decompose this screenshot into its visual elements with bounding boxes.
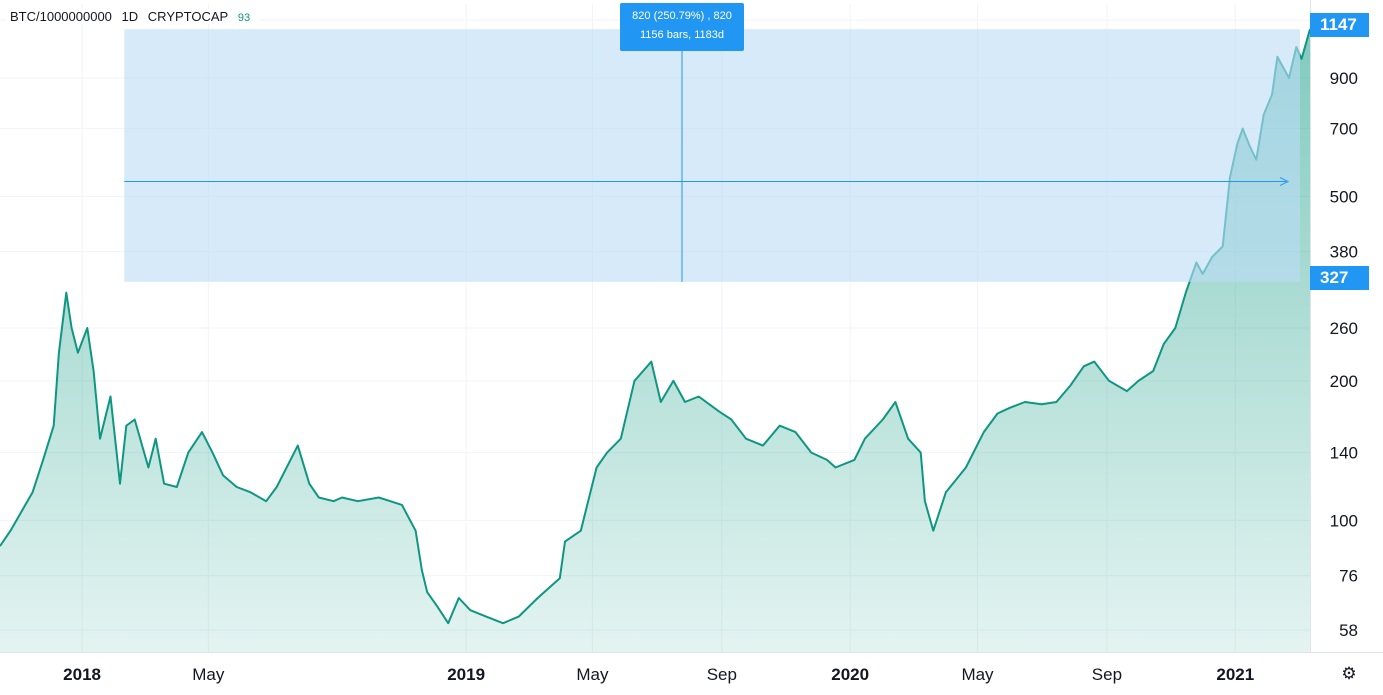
measure-range-box bbox=[124, 29, 1300, 282]
y-tick-label: 76 bbox=[1339, 567, 1358, 586]
y-tick-label: 58 bbox=[1339, 621, 1358, 640]
measure-h-arrow-head bbox=[1279, 177, 1290, 186]
legend-exchange: CRYPTOCAP bbox=[147, 9, 229, 24]
measure-low-price-label: 327 bbox=[1310, 266, 1369, 290]
y-tick-label: 380 bbox=[1330, 243, 1358, 262]
x-tick-label: 2020 bbox=[831, 665, 869, 684]
y-tick-label: 700 bbox=[1330, 120, 1358, 139]
measure-tooltip: 820 (250.79%) , 820 1156 bars, 1183d bbox=[620, 3, 744, 51]
measure-change-text: 820 (250.79%) , 820 bbox=[632, 10, 732, 22]
y-tick-label: 140 bbox=[1330, 444, 1358, 463]
chart-legend: BTC/1000000000 1D CRYPTOCAP 93 bbox=[6, 9, 261, 24]
x-tick-label: Sep bbox=[707, 665, 737, 684]
measure-high-price-label: 1147 bbox=[1310, 13, 1369, 37]
y-tick-label: 200 bbox=[1330, 372, 1358, 391]
legend-symbol[interactable]: BTC/1000000000 bbox=[10, 9, 112, 24]
x-tick-label: 2018 bbox=[63, 665, 101, 684]
legend-interval: 1D bbox=[121, 9, 139, 24]
x-tick-label: 2019 bbox=[447, 665, 485, 684]
x-tick-label: Sep bbox=[1092, 665, 1122, 684]
series-area bbox=[0, 29, 1310, 652]
price-axis-bg bbox=[1310, 0, 1383, 695]
y-tick-label: 900 bbox=[1330, 69, 1358, 88]
y-tick-label: 260 bbox=[1330, 319, 1358, 338]
x-tick-label: May bbox=[961, 665, 994, 684]
gear-icon[interactable]: ⚙ bbox=[1341, 664, 1357, 683]
legend-last-value: 93 bbox=[237, 12, 251, 24]
series-line bbox=[0, 28, 1311, 625]
time-axis-bg bbox=[0, 652, 1383, 695]
y-tick-label: 100 bbox=[1330, 511, 1358, 530]
x-tick-label: May bbox=[576, 665, 609, 684]
x-tick-label: May bbox=[192, 665, 225, 684]
measure-duration-text: 1156 bars, 1183d bbox=[640, 29, 724, 41]
x-tick-label: 2021 bbox=[1216, 665, 1254, 684]
y-tick-label: 500 bbox=[1330, 187, 1358, 206]
